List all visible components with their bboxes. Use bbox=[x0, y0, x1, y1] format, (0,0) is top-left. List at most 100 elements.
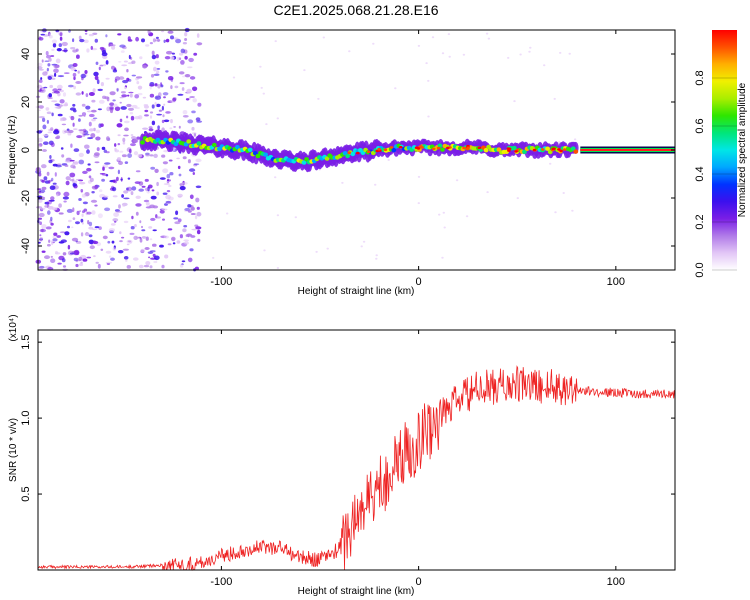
noise-speckle bbox=[116, 176, 119, 182]
noise-speckle bbox=[39, 228, 46, 233]
trace-peak bbox=[377, 147, 381, 151]
noise-speckle bbox=[105, 60, 109, 65]
x-tick-label: 100 bbox=[607, 276, 625, 288]
noise-speckle bbox=[84, 144, 90, 149]
trace-core bbox=[252, 151, 258, 156]
noise-speckle bbox=[105, 151, 110, 154]
noise-speckle bbox=[166, 181, 170, 183]
noise-speckle bbox=[121, 154, 127, 158]
noise-speckle bbox=[75, 92, 82, 96]
noise-speckle bbox=[96, 147, 100, 152]
noise-speckle bbox=[73, 76, 76, 81]
x-tick-label: 0 bbox=[416, 576, 422, 588]
noise-speckle bbox=[568, 52, 571, 55]
noise-speckle bbox=[374, 183, 377, 186]
noise-speckle bbox=[88, 113, 95, 118]
noise-speckle bbox=[89, 177, 94, 182]
noise-speckle bbox=[82, 170, 88, 174]
noise-speckle bbox=[101, 178, 105, 182]
trace-core bbox=[545, 146, 550, 151]
noise-speckle bbox=[79, 38, 85, 43]
noise-speckle bbox=[455, 179, 459, 182]
noise-speckle bbox=[184, 207, 191, 211]
noise-speckle bbox=[123, 197, 130, 200]
noise-speckle bbox=[155, 54, 159, 59]
snr-background bbox=[38, 330, 675, 570]
noise-speckle bbox=[57, 262, 62, 265]
noise-speckle bbox=[117, 134, 121, 137]
noise-speckle bbox=[75, 240, 82, 244]
noise-speckle bbox=[97, 108, 102, 111]
y-tick-label: -40 bbox=[20, 238, 32, 254]
trace-core bbox=[573, 149, 579, 154]
noise-speckle bbox=[154, 95, 162, 100]
noise-speckle bbox=[85, 105, 91, 110]
noise-speckle bbox=[166, 50, 173, 55]
noise-speckle bbox=[93, 127, 96, 132]
noise-speckle bbox=[114, 179, 118, 184]
trace-core bbox=[440, 147, 445, 152]
noise-speckle bbox=[362, 240, 366, 243]
noise-speckle bbox=[276, 117, 279, 120]
noise-speckle bbox=[78, 198, 82, 201]
noise-speckle bbox=[116, 123, 123, 128]
noise-speckle bbox=[97, 88, 103, 92]
noise-speckle bbox=[117, 33, 122, 36]
noise-speckle bbox=[195, 117, 201, 122]
noise-speckle bbox=[87, 137, 94, 140]
noise-speckle bbox=[182, 110, 188, 115]
noise-speckle bbox=[159, 210, 165, 214]
noise-speckle bbox=[47, 76, 52, 80]
noise-speckle bbox=[232, 76, 236, 79]
noise-speckle bbox=[180, 48, 185, 54]
noise-speckle bbox=[118, 161, 123, 165]
noise-speckle bbox=[81, 103, 86, 107]
noise-speckle bbox=[153, 66, 157, 72]
trace-core bbox=[255, 153, 261, 159]
noise-speckle bbox=[58, 212, 64, 215]
spectrogram-x-label: Height of straight line (km) bbox=[298, 286, 415, 297]
noise-speckle bbox=[196, 206, 200, 210]
noise-speckle bbox=[121, 64, 128, 67]
noise-speckle bbox=[92, 186, 95, 189]
noise-speckle bbox=[59, 231, 66, 234]
spectrogram-panel: -100 0 100 -40 -20 0 20 40 Height of straight … bbox=[7, 27, 676, 297]
noise-speckle bbox=[59, 36, 63, 41]
trace-core bbox=[570, 146, 576, 151]
snr-x-label: Height of straight line (km) bbox=[298, 586, 415, 597]
noise-speckle bbox=[55, 58, 61, 64]
noise-speckle bbox=[46, 111, 52, 115]
noise-speckle bbox=[119, 150, 124, 153]
noise-speckle bbox=[161, 264, 165, 269]
noise-speckle bbox=[122, 204, 126, 207]
noise-speckle bbox=[161, 105, 164, 111]
noise-speckle bbox=[44, 255, 50, 260]
noise-speckle bbox=[124, 127, 129, 132]
noise-speckle bbox=[101, 52, 108, 57]
noise-speckle bbox=[135, 203, 142, 207]
noise-speckle bbox=[43, 141, 49, 145]
noise-speckle bbox=[125, 260, 128, 262]
noise-speckle bbox=[179, 186, 186, 191]
noise-speckle bbox=[95, 136, 101, 141]
noise-speckle bbox=[38, 212, 45, 218]
noise-speckle bbox=[68, 84, 74, 88]
noise-speckle bbox=[94, 226, 100, 229]
noise-speckle bbox=[184, 38, 188, 41]
noise-speckle bbox=[38, 89, 42, 93]
trace-core bbox=[140, 140, 145, 145]
noise-speckle bbox=[117, 250, 124, 254]
noise-speckle bbox=[85, 93, 89, 98]
noise-speckle bbox=[38, 143, 43, 147]
colorbar-tick-label: 0.4 bbox=[694, 166, 706, 181]
noise-speckle bbox=[41, 59, 44, 63]
noise-speckle bbox=[92, 117, 98, 120]
noise-speckle bbox=[72, 183, 78, 187]
noise-speckle bbox=[176, 240, 181, 244]
noise-speckle bbox=[38, 144, 41, 148]
noise-speckle bbox=[196, 211, 202, 217]
noise-speckle bbox=[171, 237, 175, 242]
noise-speckle bbox=[42, 149, 47, 152]
noise-speckle bbox=[148, 226, 153, 229]
snr-frame bbox=[37, 329, 676, 571]
